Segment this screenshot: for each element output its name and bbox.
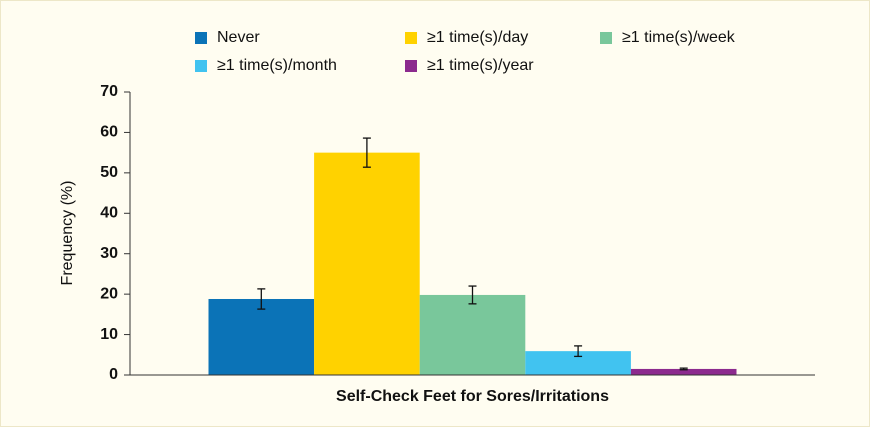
y-tick-label: 30 <box>100 245 118 262</box>
x-tick-label: Self-Check Feet for Sores/Irritations <box>336 388 609 405</box>
legend-label: ≥1 time(s)/day <box>427 29 528 46</box>
legend-swatch <box>405 60 417 72</box>
legend-label: ≥1 time(s)/month <box>217 57 337 74</box>
y-tick-label: 40 <box>100 205 118 222</box>
legend-label: Never <box>217 29 260 46</box>
legend-swatch <box>405 32 417 44</box>
y-tick-label: 0 <box>109 366 118 383</box>
error-bar <box>679 367 688 371</box>
y-tick-label: 70 <box>100 83 118 100</box>
y-tick-label: 50 <box>100 164 118 181</box>
error-bar <box>468 285 477 305</box>
y-tick-label: 10 <box>100 326 118 343</box>
bar <box>314 152 420 375</box>
legend-swatch <box>600 32 612 44</box>
legend-label: ≥1 time(s)/year <box>427 57 534 74</box>
error-bar <box>257 288 266 310</box>
bar <box>525 351 631 375</box>
legend-swatch <box>195 60 207 72</box>
legend-swatch <box>195 32 207 44</box>
bar <box>630 368 737 375</box>
legend-label: ≥1 time(s)/week <box>622 29 736 46</box>
y-axis-label: Frequency (%) <box>59 181 76 286</box>
bar <box>419 294 526 375</box>
error-bar <box>574 345 583 358</box>
y-tick-label: 20 <box>100 285 118 302</box>
error-bar <box>362 137 371 168</box>
bar <box>208 298 315 375</box>
y-tick-label: 60 <box>100 124 118 141</box>
